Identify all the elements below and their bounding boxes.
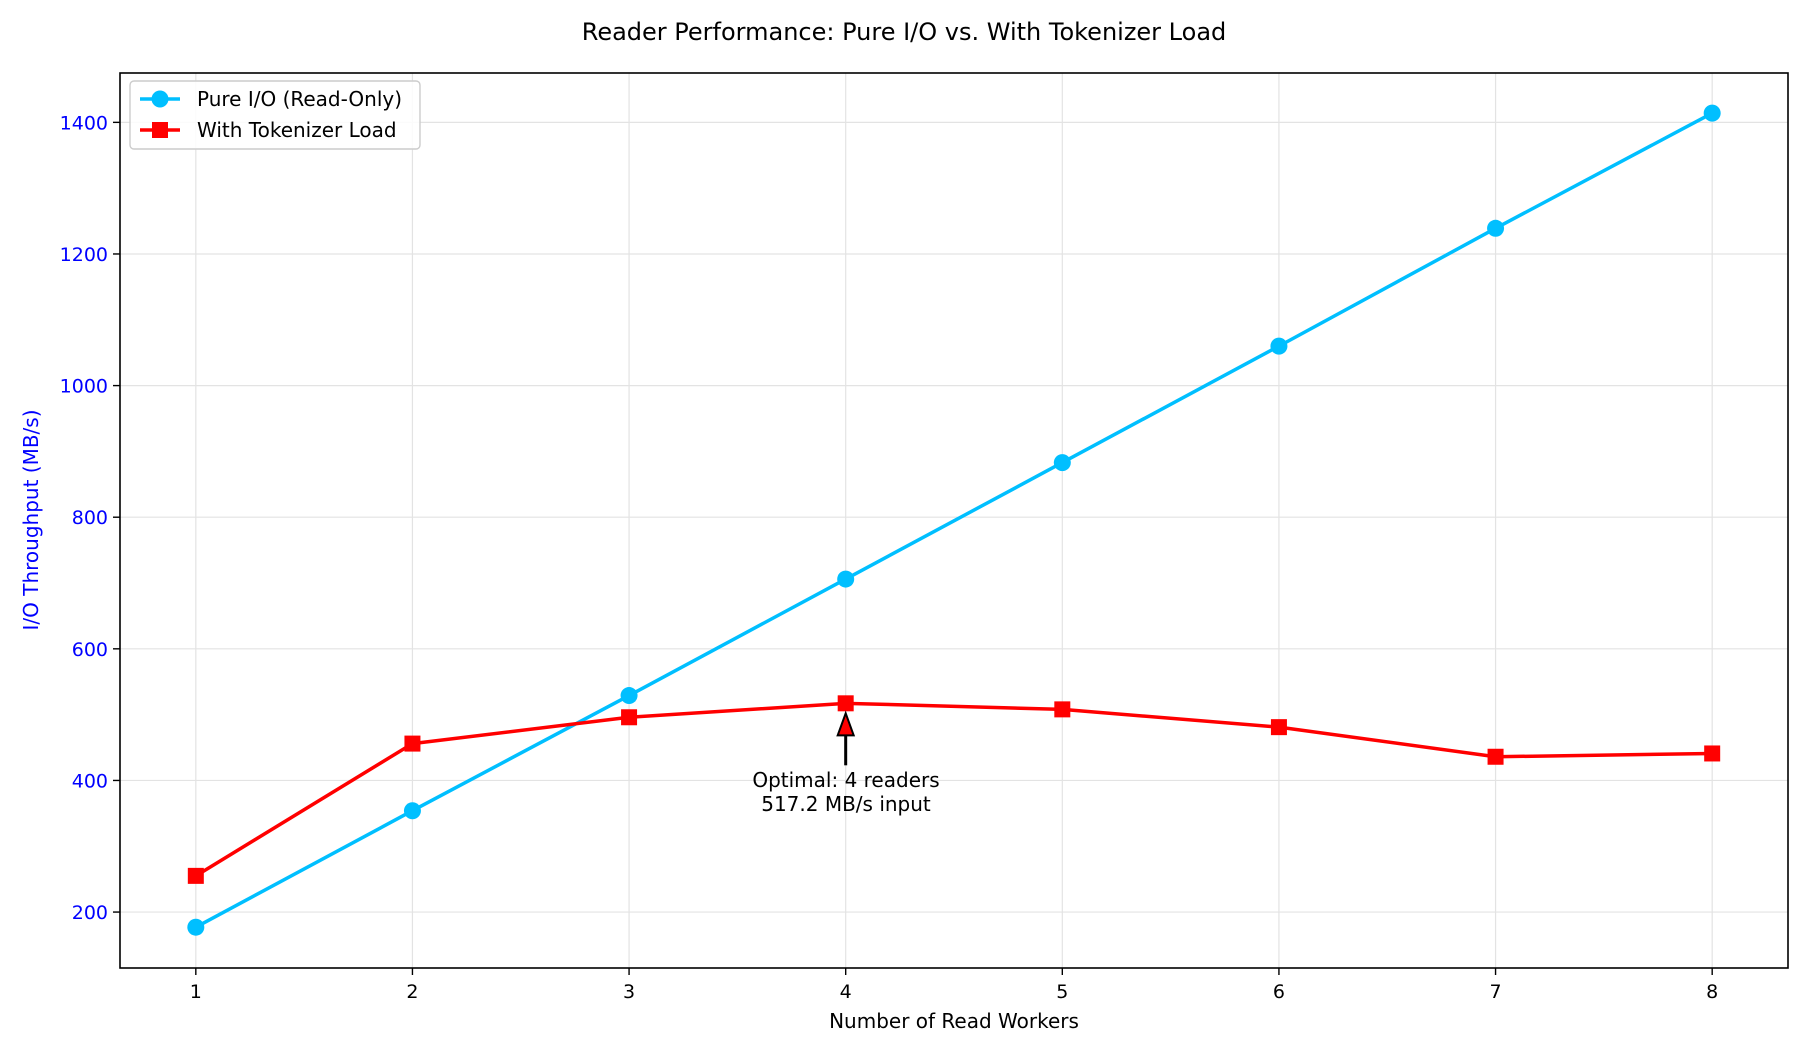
data-point-0	[1053, 454, 1071, 472]
x-tick-label: 6	[1273, 981, 1285, 1003]
legend-label-pure-io: Pure I/O (Read-Only)	[197, 87, 402, 111]
series-line-0	[194, 111, 1714, 929]
y-axis-label: I/O Throughput (MB/s)	[19, 409, 43, 630]
data-point-1	[1054, 701, 1071, 718]
data-point-0	[1270, 337, 1288, 355]
annotation-arrow	[836, 710, 856, 737]
data-point-0	[403, 802, 421, 820]
data-point-0	[620, 687, 638, 705]
data-point-0	[837, 570, 855, 588]
x-axis: 1 2 3 4 5 6 7 8	[190, 968, 1718, 1003]
y-tick-label: 1000	[60, 376, 108, 398]
y-tick-label: 600	[72, 639, 108, 661]
data-point-1	[621, 709, 638, 726]
plot-frame	[119, 72, 1789, 969]
data-point-1	[837, 695, 854, 712]
y-tick-label: 1200	[60, 244, 108, 266]
x-tick-label: 7	[1490, 981, 1502, 1003]
y-tick-label: 400	[72, 770, 108, 792]
legend: Pure I/O (Read-Only) With Tokenizer Load	[129, 80, 421, 150]
legend-label-tokenizer: With Tokenizer Load	[197, 118, 397, 142]
annotation: Optimal: 4 readers 517.2 MB/s input	[752, 710, 940, 816]
x-tick-label: 3	[623, 981, 635, 1003]
y-tick-label: 1400	[60, 112, 108, 134]
x-axis-label: Number of Read Workers	[829, 1009, 1079, 1033]
x-tick-label: 4	[840, 981, 852, 1003]
legend-box	[129, 80, 421, 150]
grid	[120, 73, 1788, 968]
x-tick-label: 1	[190, 981, 202, 1003]
markers	[187, 104, 1721, 936]
data-point-0	[187, 918, 205, 936]
y-tick-label: 200	[72, 902, 108, 924]
data-point-1	[187, 867, 204, 884]
x-tick-label: 2	[406, 981, 418, 1003]
data-point-1	[404, 735, 421, 752]
series-lines	[194, 111, 1714, 929]
data-point-0	[1703, 104, 1721, 122]
legend-marker-tokenizer	[152, 122, 168, 138]
x-tick-label: 8	[1706, 981, 1718, 1003]
annotation-line2: 517.2 MB/s input	[761, 792, 931, 816]
legend-marker-pure-io	[151, 90, 169, 108]
data-point-1	[1270, 719, 1287, 736]
annotation-line1: Optimal: 4 readers	[752, 768, 939, 792]
y-axis: 200 400 600 800 1000 1200 1400	[60, 112, 120, 924]
y-tick-label: 800	[72, 507, 108, 529]
series-line-1	[194, 701, 1713, 878]
data-point-1	[1487, 748, 1504, 765]
data-point-0	[1487, 219, 1505, 237]
data-point-1	[1704, 745, 1721, 762]
chart-title: Reader Performance: Pure I/O vs. With To…	[582, 18, 1227, 46]
x-tick-label: 5	[1056, 981, 1068, 1003]
